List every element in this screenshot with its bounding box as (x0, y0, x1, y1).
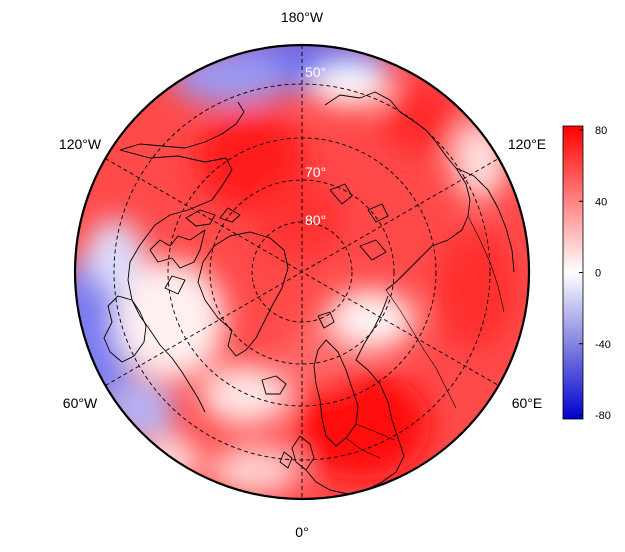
scandinavia-coast (313, 339, 359, 447)
alaska-coast (119, 101, 245, 151)
svalbard-coast (317, 311, 335, 329)
map-disk (75, 45, 529, 499)
border-asia (467, 215, 505, 313)
canada-archipelago-coast (149, 207, 241, 295)
lon-label-120w: 120°W (59, 136, 102, 152)
colorbar-tick-label: -80 (595, 410, 611, 422)
map-boundary (73, 43, 531, 501)
country-borders (345, 215, 505, 459)
lon-label-60e: 60°E (512, 395, 543, 411)
colorbar-tick-label: -40 (595, 339, 611, 351)
lon-label-60w: 60°W (63, 395, 98, 411)
east-asia-coast (455, 167, 515, 273)
hudson-bay-coast (103, 295, 147, 363)
lat-label-70: 70° (305, 164, 326, 180)
lon-label-120e: 120°E (508, 136, 546, 152)
colorbar-ticks: 80 40 0 -40 -80 (579, 125, 611, 422)
greenland-coast (197, 231, 289, 357)
colorbar: 80 40 0 -40 -80 (562, 125, 611, 422)
colorbar-tick-label: 80 (595, 125, 607, 137)
north-america-coast (119, 149, 233, 413)
colorbar-tick-label: 0 (595, 268, 601, 280)
iceland-coast (261, 375, 287, 395)
meridian-60w-120e (105, 158, 499, 386)
coastlines (103, 91, 515, 495)
uk-coast (279, 435, 315, 471)
colorbar-tick-label: 40 (595, 196, 607, 208)
graticule (105, 45, 499, 499)
border-europe (345, 423, 395, 459)
lat-label-80: 80° (305, 212, 326, 228)
border-russia (385, 289, 457, 409)
siberia-islands-coast (329, 183, 389, 261)
lon-label-180w: 180°W (281, 9, 324, 25)
europe-coast (305, 295, 405, 495)
lat-circle-70 (209, 179, 395, 365)
lat-circle-80 (251, 221, 353, 323)
lat-label-50: 50° (305, 64, 326, 80)
lon-label-0: 0° (295, 524, 308, 540)
